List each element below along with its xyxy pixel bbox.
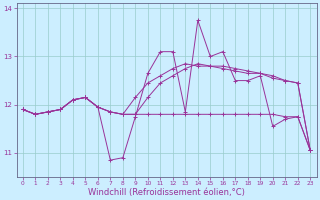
X-axis label: Windchill (Refroidissement éolien,°C): Windchill (Refroidissement éolien,°C) xyxy=(88,188,245,197)
